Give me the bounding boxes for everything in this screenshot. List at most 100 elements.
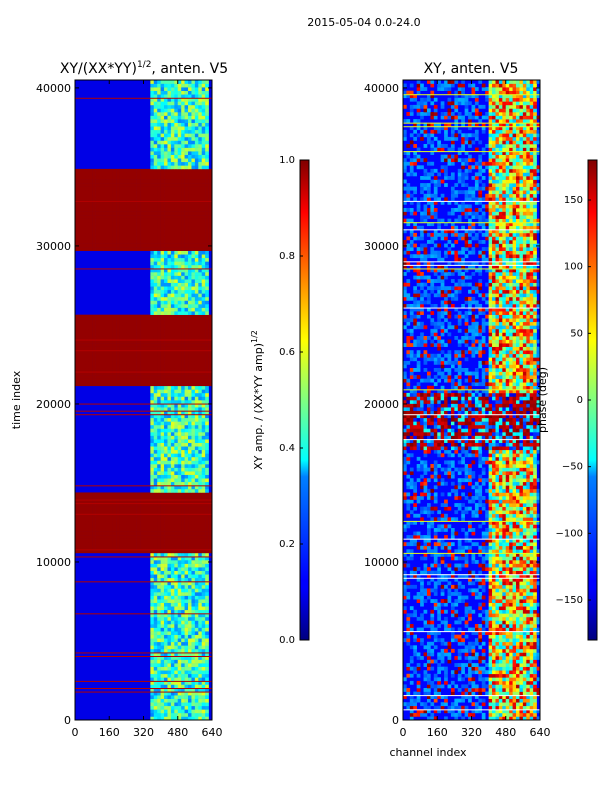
heatmap-cell (181, 200, 185, 205)
heatmap-cell (81, 314, 86, 319)
x-tick-label: 320 (133, 726, 154, 739)
heatmap-cell (198, 456, 203, 461)
heatmap-cell (140, 172, 144, 177)
heatmap-cell (208, 197, 212, 202)
heatmap-cell (184, 400, 189, 404)
heatmap-cell (157, 126, 161, 131)
heatmap-cell (81, 204, 86, 209)
heatmap-cell (75, 368, 79, 372)
heatmap-cell (157, 200, 161, 205)
heatmap-cell (208, 225, 212, 230)
heatmap-cell (126, 336, 131, 340)
heatmap-cell (522, 709, 527, 714)
heatmap-cell (177, 232, 182, 237)
heatmap-cell (174, 428, 179, 433)
heatmap-cell (191, 517, 196, 522)
heatmap-cell (433, 673, 438, 678)
heatmap-cell (167, 531, 172, 536)
heatmap-cell (160, 172, 165, 177)
heatmap-cell (85, 222, 89, 227)
heatmap-cell (153, 478, 158, 483)
heatmap-cell (160, 542, 165, 547)
heatmap-cell (164, 400, 168, 404)
heatmap-cell (88, 357, 93, 362)
heatmap-cell (198, 688, 203, 692)
heatmap-cell (174, 268, 179, 273)
heatmap-cell (167, 222, 172, 227)
heatmap-cell (160, 709, 165, 714)
heatmap-cell (167, 510, 172, 515)
heatmap-cell (164, 90, 168, 95)
heatmap-cell (150, 350, 155, 355)
heatmap-cell (181, 592, 185, 596)
heatmap-cell (119, 172, 124, 177)
heatmap-cell (167, 140, 172, 145)
heatmap-cell (150, 83, 155, 88)
heatmap-cell (194, 634, 199, 639)
heatmap-cell (205, 215, 209, 219)
heatmap-cell (509, 712, 513, 717)
heatmap-cell (81, 218, 86, 223)
heatmap-cell (191, 456, 196, 461)
heatmap-cell (170, 94, 175, 99)
heatmap-cell (205, 595, 209, 600)
heatmap-cell (416, 666, 421, 671)
heatmap-cell (160, 104, 165, 109)
heatmap-cell (177, 112, 182, 116)
heatmap-cell (160, 688, 165, 692)
heatmap-cell (533, 695, 537, 699)
heatmap-cell (129, 339, 134, 344)
heatmap-cell (184, 126, 189, 131)
heatmap-cell (126, 225, 131, 230)
heatmap-cell (153, 382, 158, 387)
heatmap-cell (191, 467, 196, 472)
heatmap-cell (188, 229, 192, 234)
heatmap-cell (129, 225, 134, 230)
heatmap-cell (167, 474, 172, 479)
heatmap-cell (201, 122, 206, 127)
heatmap-cell (95, 211, 100, 216)
heatmap-cell (174, 584, 179, 589)
heatmap-cell (153, 161, 158, 166)
heatmap-cell (205, 673, 209, 678)
heatmap-cell (95, 538, 100, 543)
heatmap-cell (177, 421, 182, 426)
heatmap-cell (75, 240, 79, 244)
heatmap-cell (177, 392, 182, 397)
heatmap-cell (184, 311, 189, 315)
heatmap-cell (75, 332, 79, 337)
heatmap-cell (198, 257, 203, 262)
heatmap-cell (122, 517, 127, 522)
heatmap-cell (129, 378, 134, 383)
heatmap-cell (167, 712, 172, 717)
heatmap-cell (129, 211, 134, 216)
heatmap-cell (205, 485, 209, 490)
heatmap-cell (85, 314, 89, 319)
heatmap-cell (122, 200, 127, 205)
heatmap-cell (160, 524, 165, 529)
heatmap-cell (150, 453, 155, 458)
heatmap-cell (194, 176, 199, 180)
heatmap-cell (160, 428, 165, 433)
heatmap-cell (102, 232, 107, 237)
heatmap-cell (184, 474, 189, 479)
heatmap-cell (522, 663, 527, 667)
heatmap-cell (164, 503, 168, 507)
heatmap-cell (129, 357, 134, 362)
heatmap-cell (492, 712, 496, 717)
heatmap-cell (194, 567, 199, 571)
heatmap-cell (157, 368, 161, 372)
heatmap-cell (174, 144, 179, 148)
heatmap-cell (98, 229, 103, 234)
heatmap-cell (164, 389, 168, 394)
heatmap-cell (181, 606, 185, 611)
heatmap-cell (112, 492, 117, 497)
heatmap-cell (430, 716, 435, 720)
heatmap-cell (153, 467, 158, 472)
heatmap-cell (150, 282, 155, 287)
heatmap-cell (112, 229, 117, 234)
heatmap-cell (157, 663, 161, 667)
heatmap-cell (129, 350, 134, 355)
heatmap-cell (208, 232, 212, 237)
heatmap-cell (201, 325, 206, 330)
